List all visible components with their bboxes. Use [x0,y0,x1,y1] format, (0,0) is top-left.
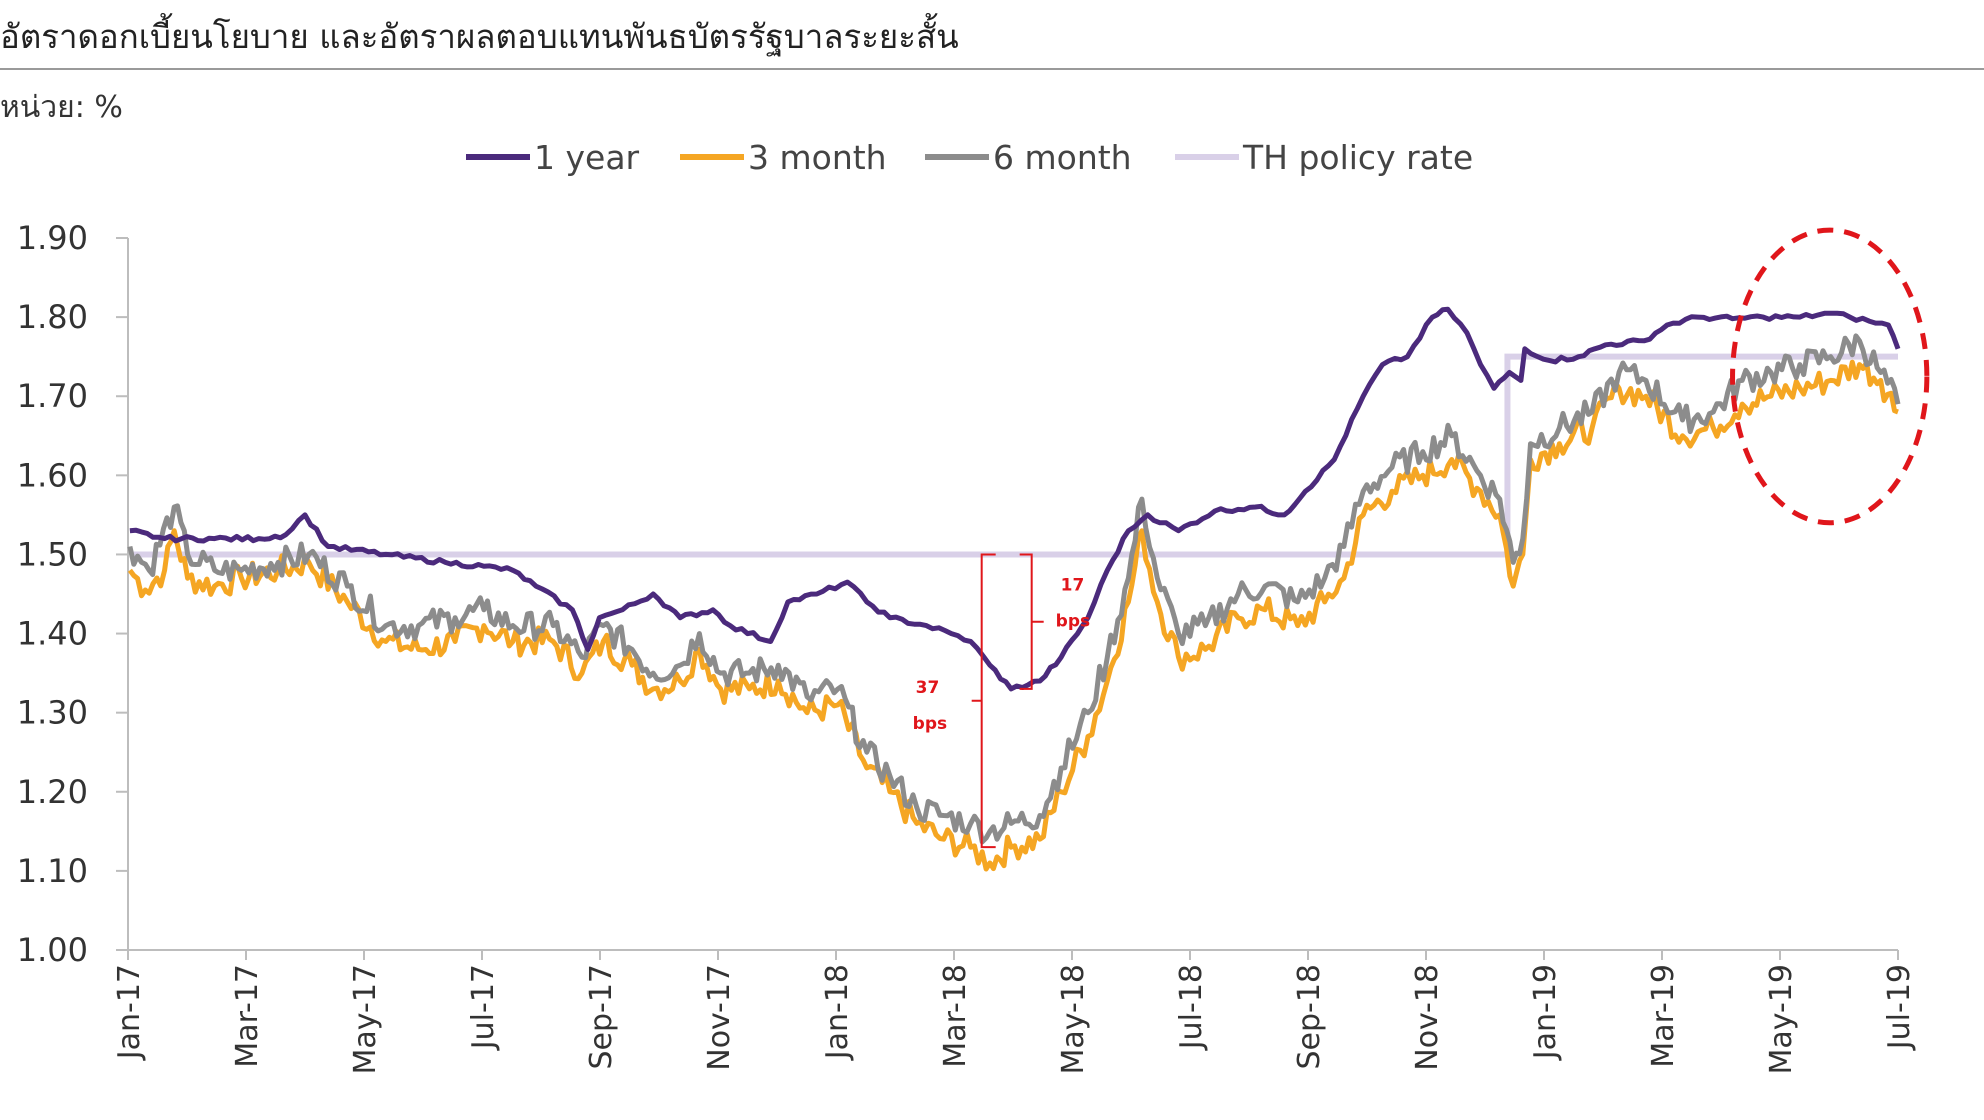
annotation-37-value: 37 [916,678,940,698]
x-tick-label: Nov-18 [1410,964,1445,1071]
unit-label: หน่วย: % [0,90,123,125]
y-tick-label: 1.50 [17,535,88,573]
x-tick-label: Mar-18 [938,964,973,1068]
x-tick-label: Jul-19 [1882,964,1917,1051]
series-layer [127,306,1901,872]
x-tick-label: Jul-17 [466,964,501,1051]
legend: 1 year 3 month 6 month TH policy rate [466,138,1473,177]
series-6-month [127,333,1901,845]
y-tick-label: 1.60 [17,456,88,494]
y-tick-label: 1.20 [17,773,88,811]
y-tick-label: 1.90 [17,219,88,257]
series-th-policy-rate [129,353,1898,558]
x-tick-label: Jan-17 [112,964,147,1061]
x-tick-label: Nov-17 [702,964,737,1071]
y-tick-label: 1.10 [17,852,88,890]
x-tick-label: Jan-19 [1528,964,1563,1061]
annotation-layer: 17 bps 37 bps [913,227,1930,849]
y-tick-label: 1.70 [17,377,88,415]
chart-axes: 1.00 1.10 1.20 1.30 1.40 1.50 1.60 1.70 1.80 1.90… [17,219,1917,1075]
bracket-37-bps [971,553,996,849]
chart-title: อัตราดอกเบี้ยนโยบาย และอัตราผลตอบแทนพันธ… [0,17,959,56]
policy-rate-layer [129,353,1898,558]
y-tick-label: 1.80 [17,298,88,336]
title-divider [0,68,1984,70]
x-tick-label: Jan-18 [820,964,855,1061]
bracket-17-bps [1019,553,1044,690]
y-tick-label: 1.30 [17,694,88,732]
y-tick-label: 1.40 [17,615,88,653]
y-tick-label: 1.00 [17,931,88,969]
highlight-ellipse [1730,227,1930,526]
legend-label: 1 year [534,138,640,177]
legend-label: TH policy rate [1242,138,1473,177]
x-tick-label: Sep-17 [584,964,619,1070]
annotation-17-unit: bps [1056,611,1090,631]
x-tick-label: May-19 [1764,964,1799,1075]
x-tick-label: Jul-18 [1174,964,1209,1051]
x-tick-label: Mar-19 [1646,964,1681,1068]
legend-label: 3 month [748,138,887,177]
annotation-17-value: 17 [1061,575,1085,595]
series-3-month [127,359,1899,872]
x-tick-label: May-18 [1056,964,1091,1075]
legend-label: 6 month [993,138,1132,177]
annotation-37-unit: bps [913,714,947,734]
x-tick-label: Sep-18 [1292,964,1327,1070]
x-tick-label: Mar-17 [230,964,265,1068]
series-1-year [129,306,1901,692]
x-tick-label: May-17 [348,964,383,1075]
